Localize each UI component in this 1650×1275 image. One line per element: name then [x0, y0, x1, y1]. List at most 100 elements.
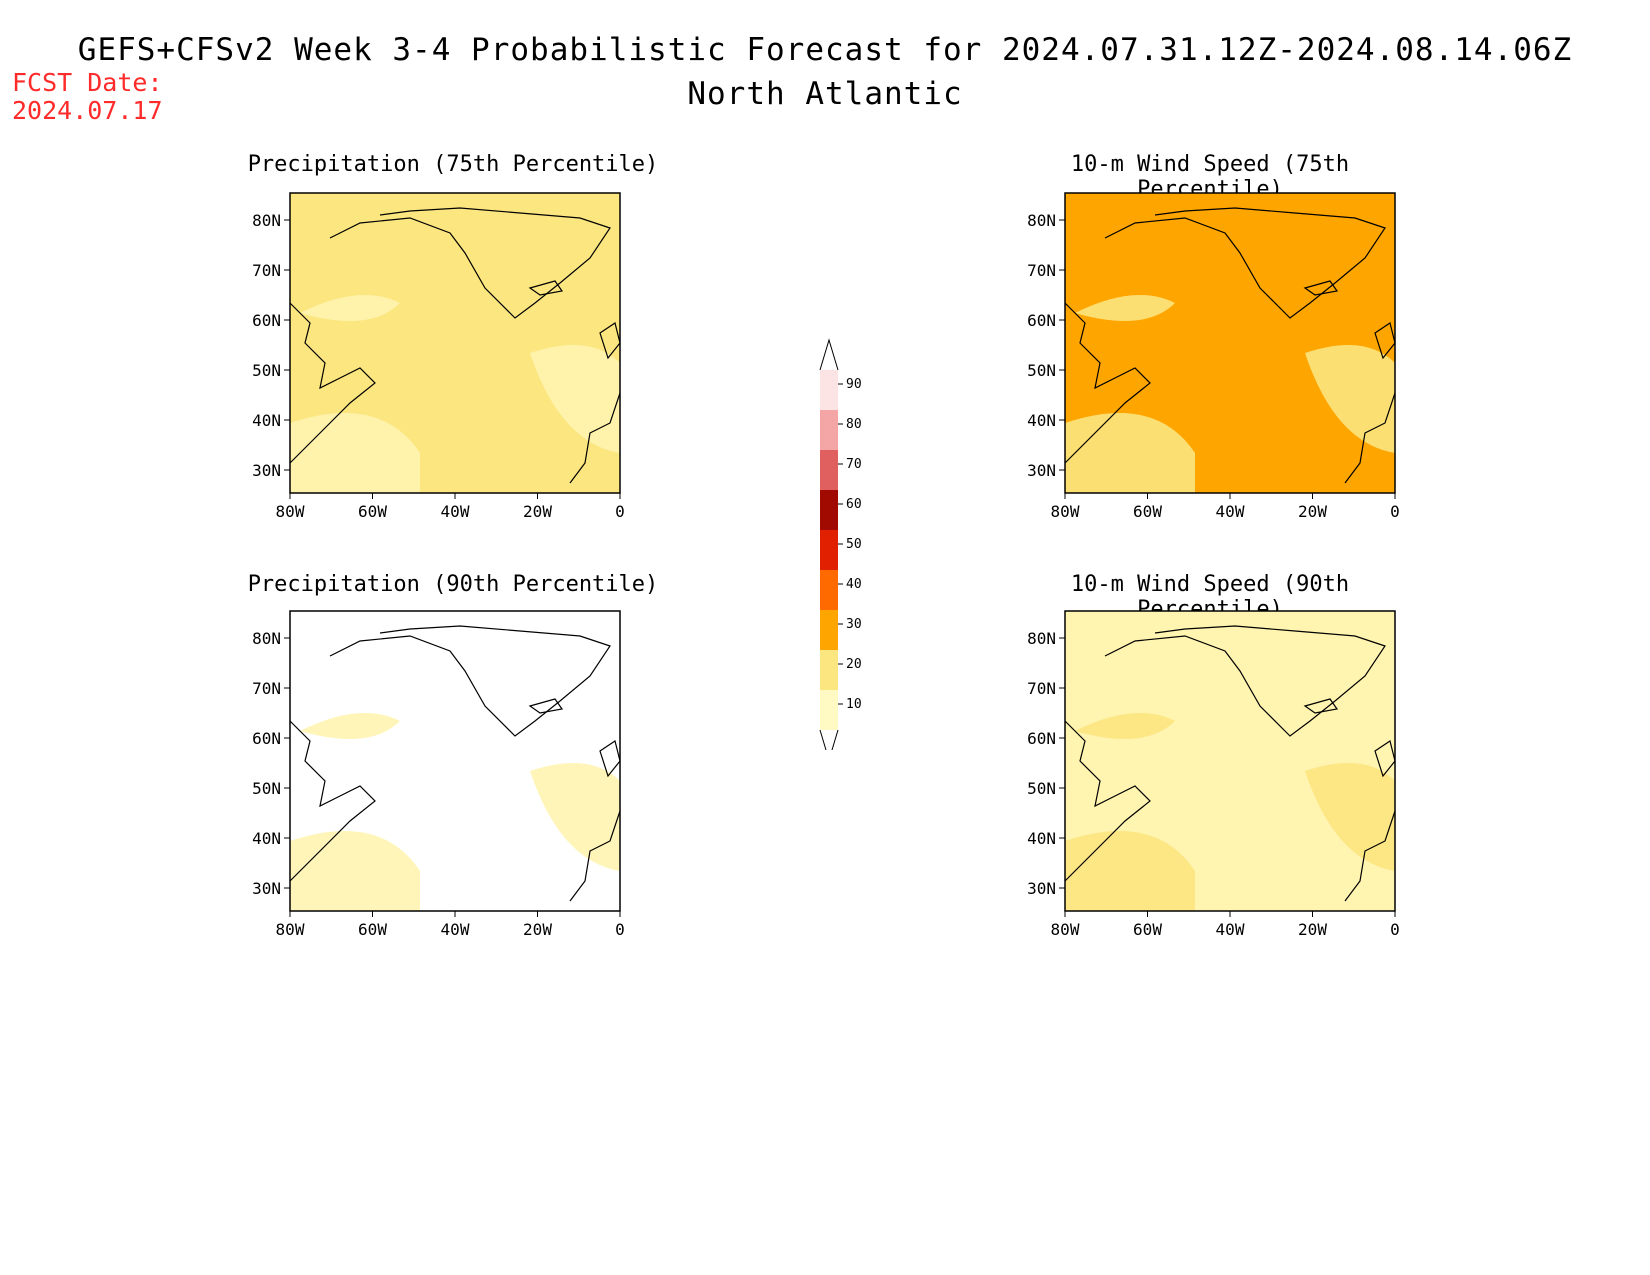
colorbar-label: 30: [846, 617, 862, 632]
lon-tick-label: 20W: [1298, 502, 1327, 521]
colorbar-label: 20: [846, 657, 862, 672]
map-panel-wind-90: 80N 70N 60N 50N 40N 30N 80W 60W 40W 20W 0: [1027, 610, 1400, 939]
colorbar-swatch: [820, 490, 838, 530]
contour-region: [1075, 713, 1175, 739]
map-panel-precip-75: 80N 70N 60N 50N 40N 30N 80W 60W 40W 20W 0: [252, 192, 625, 521]
contour-region: [530, 345, 620, 453]
contour-region: [290, 831, 420, 911]
coastline: [329, 625, 611, 737]
lon-tick-label: 60W: [358, 502, 387, 521]
colorbar-swatch: [820, 370, 838, 410]
lat-tick-label: 50N: [252, 361, 281, 380]
contour-region: [290, 413, 420, 493]
main-title: GEFS+CFSv2 Week 3-4 Probabilistic Foreca…: [77, 32, 1573, 68]
lon-tick-label: 40W: [441, 502, 470, 521]
colorbar-swatch: [820, 690, 838, 730]
lat-tick-label: 70N: [1027, 261, 1056, 280]
coastline: [1104, 207, 1386, 319]
coastline: [1303, 698, 1339, 714]
lon-tick-label: 20W: [1298, 920, 1327, 939]
coastline: [1104, 625, 1386, 737]
lon-tick-label: 40W: [441, 920, 470, 939]
colorbar-swatch: [820, 530, 838, 570]
colorbar-label: 90: [846, 377, 862, 392]
lon-tick-label: 80W: [1051, 920, 1080, 939]
lat-tick-label: 80N: [1027, 629, 1056, 648]
colorbar-label: 10: [846, 697, 862, 712]
contour-region: [300, 713, 400, 739]
coastline: [289, 302, 376, 464]
colorbar: 10 20 30 40 50 60 70 80 90: [819, 338, 862, 750]
lat-tick-label: 30N: [1027, 461, 1056, 480]
fcst-date-value: 2024.07.17: [12, 96, 163, 125]
map-panel-precip-90: 80N 70N 60N 50N 40N 30N 80W 60W 40W 20W 0: [252, 610, 625, 939]
colorbar-label: 60: [846, 497, 862, 512]
colorbar-swatch: [820, 650, 838, 690]
coastline: [1064, 720, 1151, 882]
coastline: [528, 698, 564, 714]
coastlines: [1064, 625, 1396, 902]
lat-tick-label: 30N: [252, 461, 281, 480]
colorbar-top-arrow: [819, 338, 839, 371]
colorbar-swatch: [820, 410, 838, 450]
lon-tick-label: 0: [615, 502, 625, 521]
lat-tick-label: 70N: [1027, 679, 1056, 698]
lat-tick-label: 70N: [252, 679, 281, 698]
map-panel-wind-75: 80N 70N 60N 50N 40N 30N 80W 60W 40W 20W 0: [1027, 192, 1400, 521]
lon-tick-label: 0: [1390, 502, 1400, 521]
lon-tick-label: 0: [615, 920, 625, 939]
colorbar-label: 40: [846, 577, 862, 592]
colorbar-label: 50: [846, 537, 862, 552]
lon-tick-label: 20W: [523, 920, 552, 939]
colorbar-swatch: [820, 570, 838, 610]
lat-tick-label: 60N: [1027, 729, 1056, 748]
coastline: [528, 280, 564, 296]
contour-region: [1305, 345, 1395, 453]
lon-tick-label: 40W: [1216, 502, 1245, 521]
lat-tick-label: 80N: [252, 629, 281, 648]
coastline: [1344, 392, 1396, 484]
contour-region: [530, 763, 620, 871]
panel-title-precip-90: Precipitation (90th Percentile): [247, 572, 659, 597]
lat-tick-label: 30N: [252, 879, 281, 898]
lat-tick-label: 80N: [1027, 211, 1056, 230]
lat-tick-label: 60N: [252, 729, 281, 748]
colorbar-swatch: [820, 610, 838, 650]
lat-tick-label: 80N: [252, 211, 281, 230]
contour-region: [300, 295, 400, 321]
coastline: [569, 810, 621, 902]
lon-tick-label: 80W: [276, 502, 305, 521]
coastline: [1064, 302, 1151, 464]
colorbar-label: 70: [846, 457, 862, 472]
lat-tick-label: 40N: [252, 411, 281, 430]
colorbar-bottom-arrow: [819, 729, 839, 750]
lon-tick-label: 40W: [1216, 920, 1245, 939]
lat-tick-label: 60N: [1027, 311, 1056, 330]
contour-region: [1065, 413, 1195, 493]
panel-title-wind-75: 10-m Wind Speed (75th Percentile): [1070, 152, 1350, 202]
coastline: [1303, 280, 1339, 296]
coastline: [329, 207, 611, 319]
lon-tick-label: 60W: [358, 920, 387, 939]
fcst-date-label: FCST Date:: [12, 68, 163, 97]
lon-tick-label: 0: [1390, 920, 1400, 939]
lat-tick-label: 40N: [1027, 411, 1056, 430]
contour-region: [1305, 763, 1395, 871]
coastline: [289, 720, 376, 882]
panel-title-precip-75: Precipitation (75th Percentile): [247, 152, 659, 177]
lat-tick-label: 70N: [252, 261, 281, 280]
contour-region: [1065, 831, 1195, 911]
lon-tick-label: 20W: [523, 502, 552, 521]
colorbar-label: 80: [846, 417, 862, 432]
lon-tick-label: 60W: [1133, 920, 1162, 939]
lat-tick-label: 50N: [1027, 361, 1056, 380]
coastline: [1344, 810, 1396, 902]
lon-tick-label: 80W: [276, 920, 305, 939]
coastline: [569, 392, 621, 484]
lon-tick-label: 80W: [1051, 502, 1080, 521]
region-subtitle: North Atlantic: [687, 76, 963, 112]
lat-tick-label: 30N: [1027, 879, 1056, 898]
lat-tick-label: 40N: [1027, 829, 1056, 848]
lat-tick-label: 50N: [1027, 779, 1056, 798]
lat-tick-label: 40N: [252, 829, 281, 848]
